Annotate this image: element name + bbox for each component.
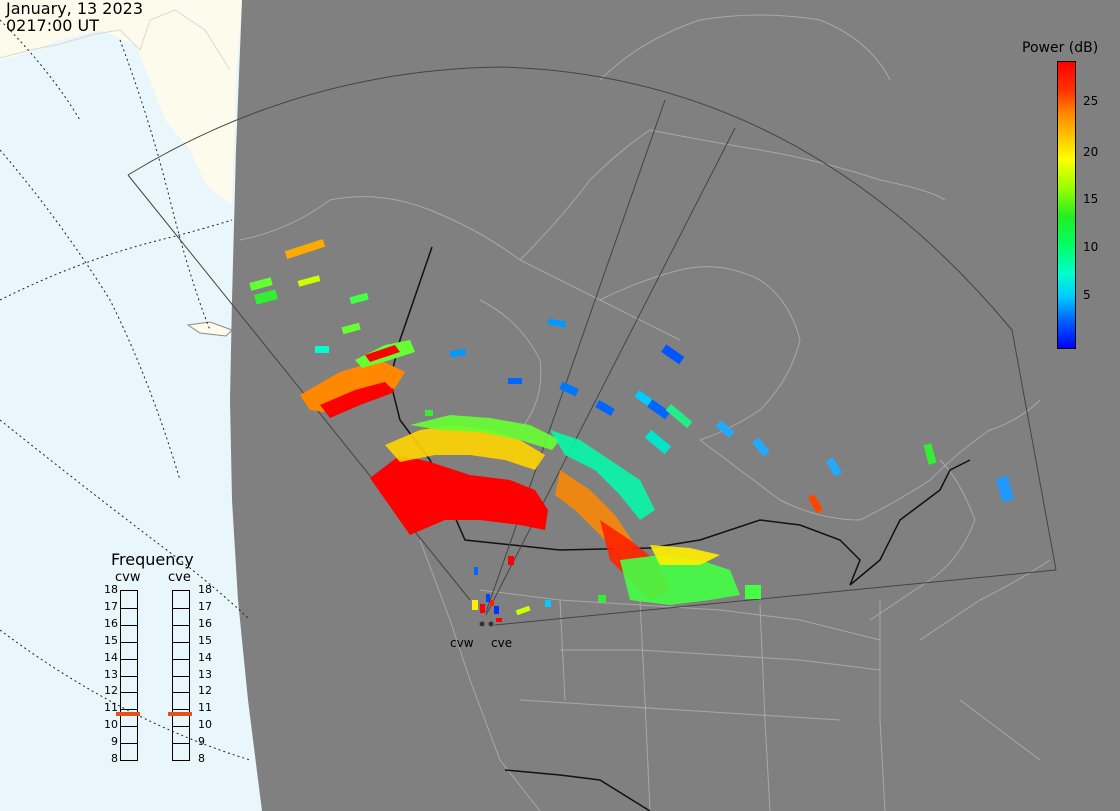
alaska-coast [0,9,231,71]
frequency-title: Frequency [111,550,194,569]
land-area [230,0,1120,811]
aleutian-island [186,321,233,337]
frequency-scale-label: 9 [198,735,205,749]
frequency-gauge-cell [173,624,189,626]
frequency-gauge-cell [121,624,137,626]
frequency-scale-label: 14 [198,650,212,664]
frequency-gauge-cve [172,590,190,761]
arctic-landmass [0,0,242,205]
colorbar-tick: 20 [1083,145,1099,159]
frequency-scale-label: 18 [198,583,212,596]
frequency-scale-label: 17 [198,599,212,613]
frequency-gauge-cell [121,641,137,643]
frequency-scale-label: 16 [198,616,212,630]
colorbar-tick: 5 [1083,288,1091,302]
frequency-scale-label: 17 [104,599,118,613]
frequency-gauge-cvw [120,590,138,761]
colorbar-tick: 15 [1083,192,1099,206]
frequency-scale-label: 16 [104,616,118,630]
frequency-gauge-cell [121,743,137,745]
frequency-gauge-cell [121,675,137,677]
frequency-radar-label: cve [168,570,191,585]
radar-site-cvw [479,621,485,627]
colorbar-tick: 25 [1083,94,1099,108]
frequency-scale-label: 14 [104,650,118,664]
frequency-gauge-cell [173,658,189,660]
colorbar [1057,61,1076,349]
frequency-scale-label: 8 [198,752,205,765]
frequency-gauge-cell [173,709,189,711]
frequency-scale-label: 15 [198,633,212,647]
frequency-scale-label: 13 [198,667,212,681]
colorbar-tick: 10 [1083,240,1099,254]
grid-lines [0,19,251,761]
coastlines [239,14,1051,811]
site-label-cvw: cvw [450,636,474,650]
site-label-cve: cve [491,636,513,650]
frequency-scale-label: 9 [111,735,118,749]
date-label: January, 13 2023 [6,0,143,18]
frequency-scale-label: 15 [104,633,118,647]
frequency-gauge-cell [121,607,137,609]
frequency-gauge-cell [173,607,189,609]
frequency-scale-label: 13 [104,667,118,681]
backscatter-cells [249,239,1014,622]
frequency-gauge-cell [121,692,137,694]
frequency-gauge-cell [173,641,189,643]
frequency-gauge-cell [173,675,189,677]
frequency-scale-label: 10 [104,718,118,732]
frequency-gauge-cell [173,743,189,745]
frequency-gauge-cell [173,692,189,694]
frequency-scale-label: 11 [104,701,118,715]
frequency-gauge-cell [121,658,137,660]
frequency-gauge-cell [173,726,189,728]
frequency-radar-label: cvw [115,570,141,585]
colorbar-title: Power (dB) [1022,40,1099,56]
frequency-scale-label: 18 [104,583,118,596]
frequency-scale-label: 11 [198,701,212,715]
radar-site-cve [488,621,494,627]
frequency-scale-label: 12 [104,684,118,698]
frequency-marker [168,712,192,717]
frequency-scale-label: 10 [198,718,212,732]
frequency-marker [116,712,140,717]
frequency-gauge-cell [121,709,137,711]
frequency-scale-label: 12 [198,684,212,698]
frequency-gauge-cell [121,726,137,728]
frequency-scale-label: 8 [111,752,118,765]
radar-fov [127,66,1057,626]
time-label: 0217:00 UT [6,16,100,35]
